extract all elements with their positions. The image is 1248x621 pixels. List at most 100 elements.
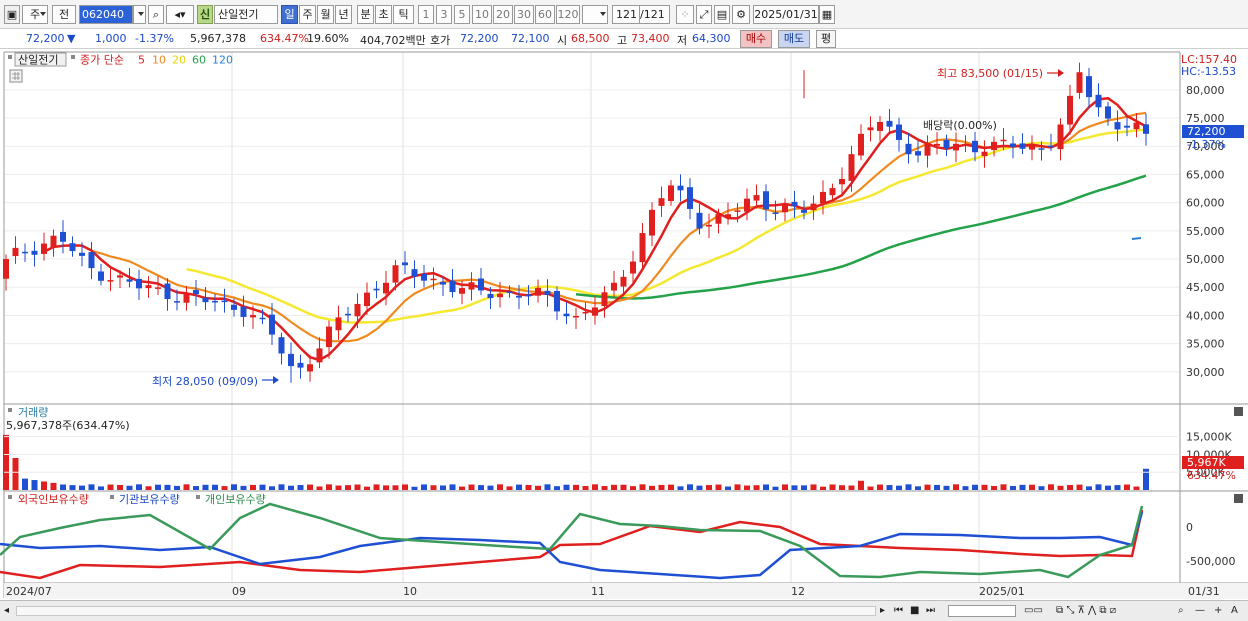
candle-body — [630, 261, 636, 274]
zoom-search-icon[interactable]: ⌕ — [1178, 605, 1184, 616]
candle-body — [791, 201, 798, 207]
volume-bar — [411, 486, 418, 490]
zoom-out-icon[interactable]: — — [1195, 605, 1205, 616]
calendar-icon[interactable]: ▦ — [819, 5, 835, 24]
quote-bar: 72,200 ▼ 1,000 -1.37% 5,967,378 634.47% … — [0, 29, 1248, 49]
scroll-left-icon[interactable]: ◂ — [4, 605, 10, 616]
zoom-slider[interactable] — [948, 605, 1016, 617]
volume-bar — [1095, 484, 1102, 490]
interval-3[interactable]: 3 — [436, 5, 452, 24]
stock-code-input[interactable]: 062040 — [79, 5, 133, 24]
interval-20[interactable]: 20 — [493, 5, 513, 24]
chart-area[interactable]: 산일전기 종가 단순 5 10 20 60 120 LC:157.40 HC:-… — [0, 50, 1248, 600]
grid-icon[interactable] — [9, 69, 23, 83]
candle-body — [411, 269, 418, 277]
x-label-5: 2025/01 — [979, 585, 1025, 598]
market-select[interactable]: 주 — [22, 5, 48, 24]
volume-bar — [943, 485, 950, 490]
holdings-lines — [0, 502, 1144, 580]
candle-body — [297, 362, 304, 368]
scroll-right-icon[interactable]: ▸ — [880, 605, 886, 616]
stock-name-field[interactable]: 산일전기 — [214, 5, 278, 24]
layout-icon[interactable]: ▭▭ — [1024, 605, 1043, 616]
period-week[interactable]: 주 — [299, 5, 316, 24]
gear-icon[interactable]: ⚙ — [732, 5, 750, 24]
font-size-icon[interactable]: A — [1231, 605, 1238, 616]
collapse-icon[interactable] — [1234, 407, 1243, 416]
window-icon[interactable]: ▣ — [4, 5, 20, 24]
candle-body — [801, 210, 807, 213]
date-input[interactable]: 2025/01/31 — [753, 5, 819, 24]
candle-body — [1000, 139, 1007, 142]
volume-ytick: 5,000K — [1186, 466, 1225, 479]
volume-bar — [677, 486, 684, 490]
volume-bar — [696, 485, 703, 490]
candle-body — [402, 262, 408, 266]
interval-30[interactable]: 30 — [514, 5, 534, 24]
bar-count-input[interactable]: 121 — [612, 5, 640, 24]
candle-body — [706, 224, 712, 227]
volume-bar — [288, 485, 294, 490]
buy-button[interactable]: 매수 — [740, 30, 772, 48]
interval-1[interactable]: 1 — [418, 5, 434, 24]
candle-body — [981, 151, 988, 157]
collapse-icon[interactable] — [1234, 494, 1243, 503]
volume-bar — [202, 484, 209, 490]
sell-button[interactable]: 매도 — [778, 30, 810, 48]
volume-bar — [896, 485, 902, 490]
candle-body — [250, 315, 256, 318]
period-second[interactable]: 초 — [375, 5, 392, 24]
period-day[interactable]: 일 — [281, 5, 298, 24]
volume-tag-value: 5,967K — [1187, 456, 1226, 469]
draw-icon[interactable]: ⤢ — [696, 5, 712, 24]
price-ytick: 75,000 — [1186, 112, 1225, 125]
candle-body — [468, 282, 475, 290]
last-page-icon[interactable]: ⏭ — [926, 605, 935, 616]
candle-body — [744, 198, 750, 212]
period-year[interactable]: 년 — [335, 5, 352, 24]
interval-10[interactable]: 10 — [472, 5, 492, 24]
volume-bar — [715, 484, 722, 490]
period-tick[interactable]: 틱 — [393, 5, 414, 24]
price-ytick: 30,000 — [1186, 366, 1225, 379]
volume-bar — [487, 485, 494, 490]
volume-bar — [354, 484, 361, 490]
volume-bar — [516, 484, 522, 490]
volume-ratio: 634.47% — [260, 32, 309, 45]
x-label-4: 12 — [791, 585, 805, 598]
first-page-icon[interactable]: ⏮ — [894, 605, 903, 616]
candle-body — [848, 154, 855, 181]
volume-bar — [3, 434, 9, 490]
volume-bar — [924, 484, 931, 490]
chevron-down-icon — [40, 12, 46, 16]
prev-button[interactable]: 전 — [52, 5, 76, 24]
tools-icon[interactable]: ⧉ ⤡ ⊼ ⋀ ⧉ ⧄ — [1056, 605, 1117, 616]
candle-body — [487, 293, 494, 299]
save-icon[interactable]: ▤ — [714, 5, 730, 24]
hc-label: HC:-13.53 — [1181, 65, 1236, 78]
candle-body — [307, 364, 313, 372]
candle-body — [810, 203, 817, 211]
candle-body — [155, 287, 161, 289]
candle-body — [962, 144, 969, 146]
candle-body — [668, 185, 674, 201]
period-minute[interactable]: 분 — [357, 5, 374, 24]
code-dropdown[interactable] — [133, 5, 146, 24]
volume-bar — [459, 486, 465, 490]
volume-bar — [1019, 484, 1026, 490]
search-icon[interactable]: ⌕ — [148, 5, 164, 24]
candle-body — [3, 259, 9, 279]
speaker-icon[interactable]: ◂▾ — [166, 5, 194, 24]
interval-60[interactable]: 60 — [535, 5, 555, 24]
interval-dropdown[interactable] — [582, 5, 608, 24]
legend-ma120: 120 — [212, 54, 233, 67]
period-month[interactable]: 월 — [317, 5, 334, 24]
evaluate-button[interactable]: 평 — [816, 30, 836, 48]
horizontal-scrollbar[interactable] — [16, 606, 876, 616]
stop-icon[interactable]: ■ — [910, 605, 920, 616]
compare-icon[interactable]: ⁘ — [676, 5, 694, 24]
interval-120[interactable]: 120 — [556, 5, 580, 24]
interval-5[interactable]: 5 — [454, 5, 470, 24]
zoom-in-icon[interactable]: + — [1214, 605, 1223, 616]
candle-body — [345, 313, 351, 316]
